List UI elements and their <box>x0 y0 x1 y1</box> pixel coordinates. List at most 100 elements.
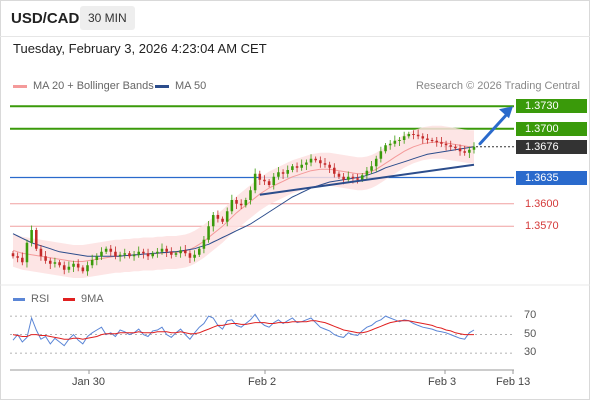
candle-body <box>239 203 243 206</box>
candle-body <box>309 158 313 163</box>
candle-body <box>370 166 373 171</box>
candle-body <box>193 254 196 258</box>
level-label-1.3700: 1.3700 <box>516 121 587 136</box>
candle-body <box>104 248 108 252</box>
x-tick-label: Feb 3 <box>428 376 457 388</box>
ma20-swatch <box>13 84 27 88</box>
candle-body <box>179 250 182 254</box>
candle-body <box>435 140 439 143</box>
candle-body <box>356 178 359 180</box>
bollinger-band <box>13 125 474 278</box>
candle-body <box>337 173 341 177</box>
candle-body <box>472 146 476 150</box>
rsi-ma-swatch <box>63 297 75 301</box>
ma20-label: MA 20 + Bollinger Bands <box>33 80 154 92</box>
candle-body <box>328 164 331 168</box>
candle-body <box>449 145 452 147</box>
trend-line <box>259 163 475 196</box>
rsi-ma-line <box>12 320 474 340</box>
ma50-swatch <box>155 84 169 88</box>
candle-body <box>202 239 206 249</box>
candle-body <box>346 176 350 180</box>
candle-body <box>128 253 131 257</box>
ma50-line <box>12 146 475 257</box>
candle-body <box>305 162 308 165</box>
candle-body <box>197 248 201 255</box>
candle-body <box>156 251 159 254</box>
rsi-line <box>12 313 475 347</box>
candle-body <box>319 160 322 164</box>
candle-body <box>458 148 462 152</box>
level-label-1.3600: 1.3600 <box>525 197 559 210</box>
ma50-label: MA 50 <box>175 80 207 92</box>
research-credit: Research © 2026 Trading Central <box>415 80 580 92</box>
candle-body <box>351 176 355 179</box>
rsi-tick-label: 70 <box>524 309 537 322</box>
candle-body <box>421 136 425 139</box>
candle-body <box>323 163 327 165</box>
candle-body <box>39 248 43 257</box>
candle-body <box>118 254 122 257</box>
candle-body <box>342 176 345 180</box>
timeframe-button[interactable]: 30 MIN <box>80 6 135 30</box>
candle-body <box>123 253 127 255</box>
candle-body <box>277 172 280 177</box>
level-label-1.3635: 1.3635 <box>516 170 587 185</box>
candle-body <box>53 262 57 264</box>
x-tick-label: Jan 30 <box>72 376 106 388</box>
candle-body <box>286 170 290 174</box>
candle-body <box>76 263 80 268</box>
rsi-ma-label: 9MA <box>81 293 104 305</box>
candle-body <box>16 256 19 258</box>
rsi-tick-label: 30 <box>524 346 537 359</box>
candle-body <box>21 257 24 263</box>
candle-body <box>160 248 164 252</box>
candle-body <box>35 230 38 249</box>
legend-rsi: RSI <box>13 293 49 305</box>
candle-body <box>402 136 406 140</box>
candle-body <box>170 251 173 255</box>
candle-body <box>72 263 75 267</box>
candle-body <box>95 256 99 260</box>
candle-body <box>225 211 229 222</box>
candle-body <box>230 200 234 212</box>
candle-body <box>25 242 29 263</box>
candle-body <box>412 134 415 135</box>
candle-body <box>388 143 392 146</box>
candle-body <box>165 248 168 252</box>
candle-body <box>81 267 85 272</box>
candle-body <box>174 253 178 255</box>
x-tick-label: Feb 2 <box>248 376 277 388</box>
candle-body <box>11 253 15 257</box>
candle-body <box>142 251 145 254</box>
candle-body <box>100 251 103 257</box>
chart-datetime: Tuesday, February 3, 2026 4:23:04 AM CET <box>13 41 267 56</box>
x-tick-label: Feb 13 <box>496 376 531 388</box>
candle-body <box>48 260 52 264</box>
candle-body <box>314 158 317 161</box>
candle-body <box>244 200 248 206</box>
forecast-arrow-shaft <box>478 113 508 146</box>
candle-body <box>407 134 411 137</box>
candle-body <box>132 254 136 257</box>
level-label-1.3570: 1.3570 <box>525 220 559 233</box>
rsi-label: RSI <box>31 293 50 305</box>
rsi-swatch <box>13 297 25 301</box>
candle-body <box>235 200 238 204</box>
candle-body <box>221 218 224 222</box>
candle-body <box>216 215 220 219</box>
candle-body <box>258 173 262 180</box>
candle-body <box>67 266 71 270</box>
candle-body <box>393 140 397 144</box>
candle-body <box>281 172 285 174</box>
candle-body <box>184 250 187 254</box>
candle-body <box>188 253 192 258</box>
candle-body <box>90 260 94 266</box>
candle-body <box>249 190 252 200</box>
legend-ma20: MA 20 + Bollinger Bands <box>13 80 154 92</box>
ma20-line <box>12 141 474 262</box>
level-label-1.3730: 1.3730 <box>516 99 587 114</box>
chart-header: USD/CAD 30 MIN <box>0 0 590 37</box>
legend-ma50: MA 50 <box>155 80 206 92</box>
